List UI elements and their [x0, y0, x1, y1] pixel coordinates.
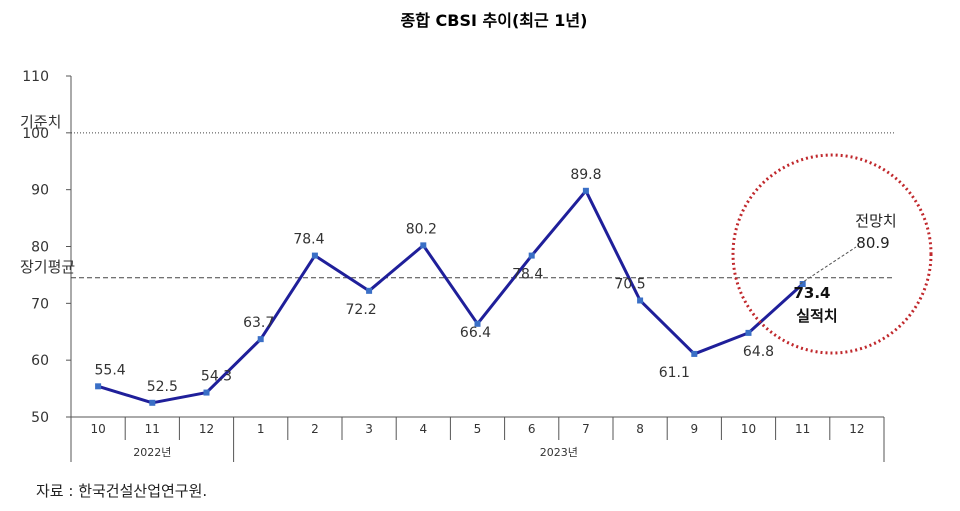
year-group-label: 2023년	[540, 446, 578, 459]
x-category-label: 1	[257, 422, 265, 436]
annotation-group: 전망치 80.9 73.4 실적치	[731, 153, 933, 355]
x-category-label: 12	[199, 422, 214, 436]
data-point	[420, 242, 427, 249]
data-label: 66.4	[460, 325, 491, 341]
x-category-label: 11	[145, 422, 160, 436]
x-category-label: 7	[582, 422, 590, 436]
x-category-label: 10	[741, 422, 756, 436]
y-tick-label: 60	[31, 353, 49, 369]
y-tick-label: 80	[31, 240, 49, 256]
data-point	[637, 297, 644, 304]
forecast-value: 80.9	[856, 234, 889, 252]
data-label: 52.5	[147, 379, 178, 395]
actual-label: 실적치	[796, 307, 837, 325]
highlight-circle	[731, 153, 933, 355]
forecast-leader-line	[799, 246, 857, 285]
data-point	[149, 399, 156, 406]
x-category-label: 8	[636, 422, 644, 436]
data-point	[203, 389, 210, 396]
data-label: 72.2	[346, 302, 377, 318]
axes	[70, 76, 884, 418]
y-tick-label: 110	[22, 69, 49, 85]
y-tick-labels: 110 100 90 80 70 60 50	[22, 69, 71, 426]
data-point	[366, 287, 373, 294]
data-label: 64.8	[743, 344, 774, 360]
data-point	[582, 187, 589, 194]
x-category-label: 9	[690, 422, 698, 436]
data-label: 70.5	[615, 276, 646, 292]
data-label: 54.3	[201, 369, 232, 385]
year-group-label: 2022년	[133, 446, 171, 459]
data-point	[745, 329, 752, 336]
data-label: 63.7	[243, 315, 274, 331]
y-tick-label: 100	[22, 126, 49, 142]
chart-title: 종합 CBSI 추이(최근 1년)	[401, 11, 588, 30]
x-category-label: 2	[311, 422, 319, 436]
x-category-label: 10	[90, 422, 105, 436]
x-category-label: 11	[795, 422, 810, 436]
data-point	[799, 281, 806, 288]
x-category-label: 3	[365, 422, 373, 436]
data-label: 78.4	[293, 232, 324, 248]
x-category-label: 12	[849, 422, 864, 436]
reference-line-label: 기준치	[20, 113, 61, 131]
data-point	[528, 252, 535, 259]
data-point	[691, 350, 698, 357]
x-category-label: 4	[419, 422, 427, 436]
reference-line-label: 장기평균	[20, 258, 75, 276]
x-category-label: 5	[474, 422, 482, 436]
data-point	[311, 252, 318, 259]
data-point	[474, 320, 481, 327]
source-note: 자료 : 한국건설산업연구원.	[36, 482, 207, 500]
forecast-label: 전망치	[855, 212, 896, 230]
data-label: 89.8	[570, 167, 601, 183]
data-labels: 55.4 52.5 54.3 63.7 78.4 72.2 80.2 66.4 78.4 89.8…	[95, 167, 775, 395]
data-label: 61.1	[659, 365, 690, 381]
y-tick-label: 50	[31, 410, 49, 426]
data-point	[257, 336, 264, 343]
data-label: 55.4	[95, 362, 126, 378]
x-category-label: 6	[528, 422, 536, 436]
y-tick-label: 90	[31, 183, 49, 199]
y-tick-label: 70	[31, 296, 49, 312]
data-point	[95, 383, 102, 390]
series-line	[97, 189, 804, 405]
data-label: 78.4	[512, 267, 543, 283]
actual-value: 73.4	[793, 284, 830, 302]
data-label: 80.2	[406, 221, 437, 237]
series	[95, 187, 806, 406]
